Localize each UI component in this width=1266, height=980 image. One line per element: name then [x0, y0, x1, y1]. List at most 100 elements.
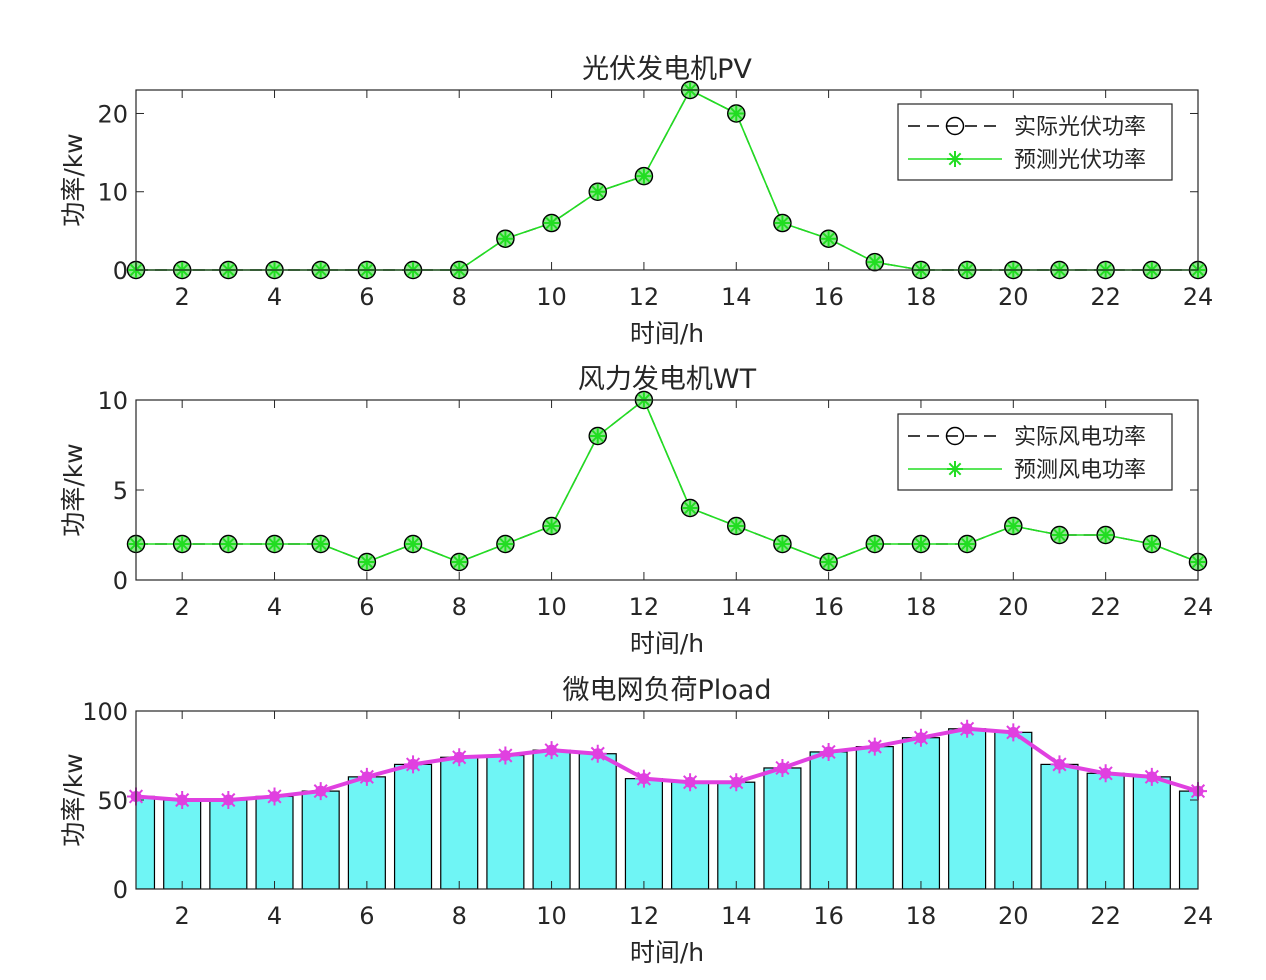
x-tick-label: 18: [906, 902, 937, 930]
y-tick-label: 5: [113, 477, 128, 505]
x-tick-label: 8: [452, 593, 467, 621]
load-point-star: [588, 744, 607, 763]
data-point-predicted: [358, 554, 375, 570]
data-point-predicted: [912, 536, 929, 552]
bar: [1132, 776, 1171, 889]
x-tick-label: 14: [721, 902, 752, 930]
y-tick-label: 20: [97, 100, 128, 128]
x-tick-label: 24: [1183, 283, 1214, 311]
x-tick-label: 22: [1090, 283, 1121, 311]
x-tick-label: 6: [359, 593, 374, 621]
y-tick-label: 10: [97, 387, 128, 415]
chart-title: 风力发电机WT: [578, 364, 757, 395]
bar: [901, 737, 941, 889]
x-tick-label: 4: [267, 902, 282, 930]
x-tick-label: 16: [813, 593, 844, 621]
y-tick-label: 0: [113, 567, 128, 595]
x-tick-label: 4: [267, 593, 282, 621]
data-point-predicted: [959, 536, 976, 552]
x-tick-label: 14: [721, 593, 752, 621]
axes-box: [135, 710, 1199, 890]
line-chart-1: 2 4 6 8 10 12 14 16 18 20 22 2401020光伏发电机PV时间/h功率/k…: [59, 54, 1213, 348]
y-tick-label: 0: [113, 257, 128, 285]
x-tick-label: 20: [998, 283, 1029, 311]
load-point-star: [496, 746, 515, 765]
bar: [393, 763, 433, 889]
x-tick-label: 2: [175, 283, 190, 311]
data-point-predicted: [543, 215, 560, 232]
data-point-predicted: [1143, 536, 1160, 552]
x-tick-label: 4: [267, 283, 282, 311]
legend-label-predicted: 预测风电功率: [1014, 458, 1146, 483]
x-tick-label: 20: [998, 902, 1029, 930]
data-point-predicted: [266, 536, 283, 552]
load-point-star: [681, 773, 700, 792]
data-point-predicted: [682, 500, 699, 516]
bar: [763, 767, 802, 889]
bar: [486, 754, 525, 889]
x-tick-label: 10: [536, 283, 567, 311]
load-point-star: [773, 758, 792, 777]
data-point-predicted: [497, 230, 514, 247]
data-point-predicted: [589, 428, 606, 444]
load-point-star: [634, 769, 653, 788]
data-point-predicted: [635, 168, 652, 185]
line-chart-2: 2 4 6 8 10 12 14 16 18 20 22 240510风力发电机WT时间/h功率/kw…: [59, 364, 1213, 658]
load-point-star: [404, 755, 423, 774]
bar: [136, 795, 156, 889]
data-point-predicted: [543, 518, 560, 534]
load-point-star: [819, 742, 838, 761]
y-tick-label: 10: [97, 179, 128, 207]
x-tick-label: 16: [813, 283, 844, 311]
bars: [136, 728, 1198, 889]
legend-marker-predicted: [947, 461, 963, 477]
x-tick-label: 8: [452, 283, 467, 311]
bar: [1040, 763, 1079, 889]
x-tick-label: 2: [175, 593, 190, 621]
bar: [624, 778, 663, 889]
bar: [948, 728, 987, 889]
bar: [578, 753, 617, 889]
bar: [671, 781, 710, 889]
load-point-star: [1050, 755, 1069, 774]
data-point-predicted: [820, 230, 837, 247]
data-point-predicted: [220, 536, 237, 552]
x-tick-label: 10: [536, 902, 567, 930]
chart-title: 微电网负荷Pload: [563, 675, 772, 706]
legend-box: [897, 413, 1173, 491]
data-point-predicted: [866, 254, 883, 271]
load-point-star: [311, 782, 330, 801]
bar: [209, 799, 248, 889]
x-tick-label: 12: [629, 902, 660, 930]
data-point-predicted: [405, 536, 422, 552]
bar-chart-3: 2 4 6 8 10 12 14 16 18 20 22 24050100微电网负荷Pload时间/h…: [59, 675, 1213, 967]
legend-label-predicted: 预测光伏功率: [1014, 148, 1146, 173]
data-point-predicted: [820, 554, 837, 570]
data-point-predicted: [174, 536, 191, 552]
x-tick-label: 2: [175, 902, 190, 930]
plot-area: [136, 711, 1198, 889]
x-tick-label: 14: [721, 283, 752, 311]
x-tick-label: 8: [452, 902, 467, 930]
data-point-predicted: [1097, 527, 1114, 543]
bar: [301, 790, 340, 889]
data-point-predicted: [1051, 527, 1068, 543]
data-point-predicted: [728, 105, 745, 122]
bar: [717, 781, 756, 889]
x-axis-label: 时间/h: [630, 629, 704, 658]
legend-box: [897, 103, 1173, 181]
bar: [255, 795, 294, 889]
y-axis-label: 功率/kw: [59, 753, 88, 846]
chart-title: 光伏发电机PV: [582, 54, 752, 85]
bar: [532, 749, 571, 889]
data-point-predicted: [312, 536, 329, 552]
data-point-predicted: [866, 536, 883, 552]
bar: [994, 731, 1033, 889]
load-point-star: [542, 741, 561, 760]
x-tick-label: 24: [1183, 593, 1214, 621]
x-tick-label: 12: [629, 283, 660, 311]
data-point-predicted: [497, 536, 514, 552]
bar: [809, 751, 848, 889]
axes-box: [135, 89, 1199, 271]
